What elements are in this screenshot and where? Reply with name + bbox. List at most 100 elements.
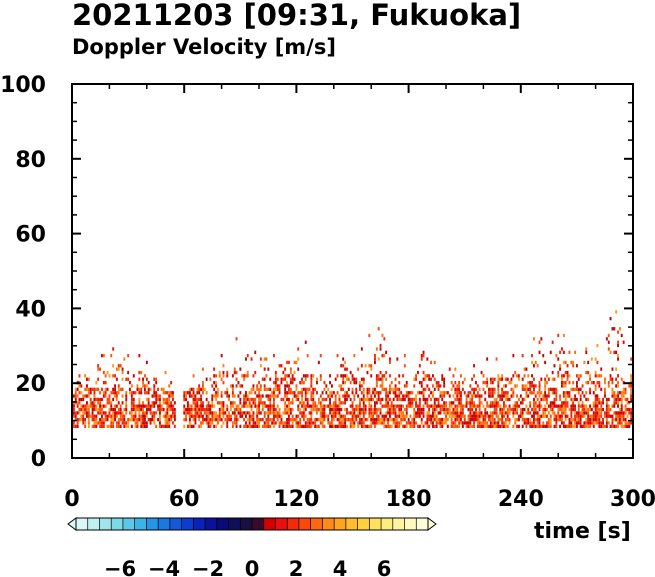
- velocity-cell: [252, 384, 255, 388]
- velocity-cell: [192, 418, 195, 422]
- velocity-cell: [312, 404, 315, 408]
- velocity-cell: [576, 421, 578, 425]
- velocity-cell: [433, 424, 436, 428]
- velocity-cell: [572, 424, 575, 428]
- velocity-cell: [544, 411, 547, 415]
- velocity-cell: [162, 391, 165, 395]
- velocity-cell: [598, 418, 601, 422]
- velocity-cell: [426, 414, 429, 418]
- velocity-cell: [114, 394, 116, 398]
- velocity-cell: [91, 414, 94, 418]
- velocity-cell: [211, 404, 214, 408]
- velocity-cell: [327, 404, 330, 408]
- velocity-cell: [310, 414, 313, 418]
- velocity-cell: [381, 333, 384, 338]
- velocity-cell: [452, 374, 455, 378]
- velocity-cell: [86, 404, 88, 408]
- velocity-cell: [329, 397, 331, 402]
- velocity-cell: [559, 394, 561, 398]
- velocity-cell: [74, 401, 77, 405]
- velocity-cell: [478, 387, 481, 391]
- velocity-cell: [615, 411, 618, 415]
- velocity-cell: [432, 374, 434, 378]
- velocity-cell: [115, 377, 118, 381]
- velocity-cell: [159, 424, 161, 428]
- velocity-cell: [233, 370, 236, 375]
- velocity-cell: [587, 424, 590, 428]
- velocity-cell: [331, 384, 333, 388]
- velocity-cell: [368, 333, 371, 338]
- velocity-cell: [385, 414, 388, 418]
- velocity-cell: [286, 394, 288, 398]
- velocity-cell: [91, 418, 94, 422]
- velocity-cell: [248, 391, 251, 395]
- velocity-cell: [562, 394, 565, 398]
- velocity-cell: [331, 394, 333, 398]
- velocity-cell: [379, 401, 382, 405]
- velocity-cell: [250, 391, 253, 395]
- velocity-cell: [245, 391, 247, 395]
- velocity-cell: [125, 391, 128, 395]
- velocity-cell: [493, 391, 496, 395]
- velocity-cell: [338, 414, 341, 418]
- velocity-cell: [598, 421, 601, 425]
- velocity-cell: [172, 391, 174, 395]
- velocity-cell: [553, 387, 556, 391]
- velocity-cell: [353, 414, 356, 418]
- velocity-cell: [426, 374, 429, 378]
- velocity-cell: [396, 421, 399, 425]
- velocity-cell: [514, 421, 517, 425]
- velocity-cell: [121, 414, 124, 418]
- velocity-cell: [194, 394, 197, 398]
- velocity-cell: [121, 418, 124, 422]
- velocity-cell: [527, 421, 530, 425]
- velocity-cell: [112, 387, 115, 391]
- velocity-cell: [261, 404, 264, 408]
- velocity-cell: [183, 424, 186, 428]
- velocity-cell: [316, 377, 318, 381]
- velocity-cell: [286, 397, 288, 402]
- velocity-cell: [164, 401, 167, 405]
- velocity-cell: [561, 411, 563, 415]
- velocity-cell: [99, 367, 101, 371]
- velocity-cell: [478, 394, 481, 398]
- velocity-cell: [432, 404, 434, 408]
- velocity-cell: [368, 391, 371, 395]
- velocity-cell: [484, 407, 487, 412]
- velocity-cell: [321, 411, 324, 415]
- velocity-cell: [562, 384, 565, 388]
- velocity-cell: [112, 407, 115, 412]
- velocity-cell: [480, 421, 483, 425]
- velocity-cell: [166, 391, 169, 395]
- velocity-cell: [147, 391, 150, 395]
- velocity-cell: [443, 394, 446, 398]
- velocity-cell: [263, 377, 266, 381]
- velocity-cell: [76, 424, 79, 428]
- velocity-cell: [454, 404, 457, 408]
- velocity-cell: [278, 424, 281, 428]
- velocity-cell: [568, 418, 571, 422]
- velocity-cell: [409, 391, 412, 395]
- velocity-cell: [533, 414, 535, 418]
- velocity-cell: [600, 407, 603, 412]
- velocity-cell: [620, 391, 623, 395]
- velocity-cell: [215, 414, 217, 418]
- velocity-cell: [134, 414, 137, 418]
- velocity-cell: [319, 354, 322, 358]
- velocity-cell: [594, 384, 597, 388]
- velocity-cell: [168, 394, 171, 398]
- velocity-cell: [617, 414, 619, 418]
- velocity-cell: [448, 401, 451, 405]
- velocity-cell: [183, 407, 186, 412]
- velocity-cell: [379, 370, 382, 375]
- velocity-cell: [259, 357, 262, 361]
- velocity-cell: [145, 384, 148, 388]
- velocity-cell: [446, 407, 449, 412]
- velocity-cell: [136, 421, 139, 425]
- velocity-cell: [342, 364, 345, 368]
- velocity-cell: [572, 397, 575, 402]
- velocity-cell: [544, 404, 547, 408]
- velocity-cell: [598, 411, 601, 415]
- velocity-cell: [501, 374, 504, 378]
- velocity-cell: [525, 411, 528, 415]
